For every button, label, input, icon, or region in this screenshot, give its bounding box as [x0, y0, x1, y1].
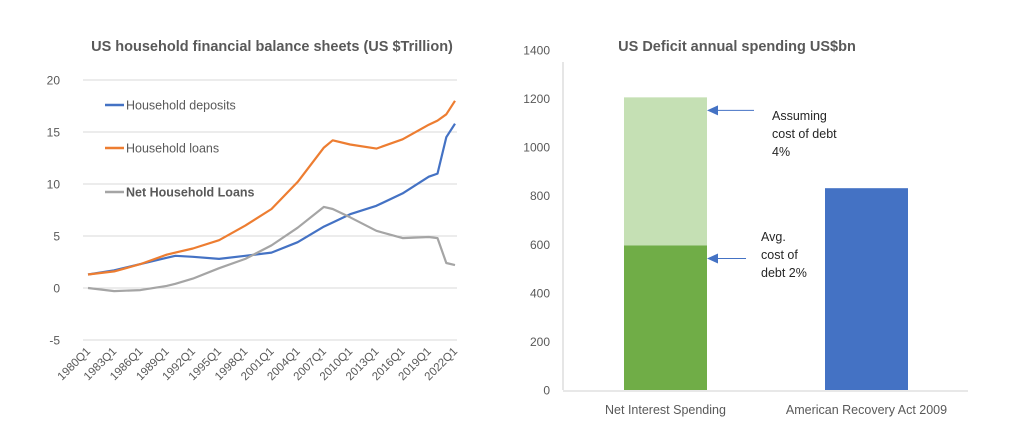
legend-label: Household loans [126, 142, 219, 156]
annotation-text: Assuming [772, 109, 827, 123]
annotation-arrowhead [707, 105, 718, 116]
y-tick-label: 10 [47, 178, 61, 192]
annotation-text: cost of [761, 248, 798, 262]
annotation-text: cost of debt [772, 127, 837, 141]
y-tick-label: 0 [543, 384, 550, 398]
legend-label: Net Household Loans [126, 186, 255, 200]
bar-chart-title: US Deficit annual spending US$bn [618, 39, 856, 55]
y-tick-label: 200 [530, 335, 550, 349]
annotation-text: Avg. [761, 230, 786, 244]
line-chart-title: US household financial balance sheets (U… [91, 39, 453, 55]
series-line-household-loans [87, 100, 456, 276]
bar-category-labels: Net Interest Spending American Recovery A… [605, 403, 947, 417]
y-tick-label: 800 [530, 189, 550, 203]
y-tick-label: 1200 [523, 92, 550, 106]
y-tick-label: 15 [47, 126, 61, 140]
y-tick-label: 5 [53, 230, 60, 244]
annotation-arrowhead [707, 253, 718, 264]
category-label: Net Interest Spending [605, 403, 726, 417]
y-axis-ticks: -5 0 5 10 15 20 [47, 74, 61, 348]
household-balance-sheet-chart: US household financial balance sheets (U… [47, 39, 460, 383]
y-tick-label: 20 [47, 74, 61, 88]
bar-segment [624, 97, 707, 246]
legend-label: Household deposits [126, 99, 236, 113]
legend: Household deposits Household loans Net Hou… [105, 99, 255, 200]
annotation-text: 4% [772, 145, 790, 159]
bar-y-axis-ticks: 0 200 400 600 800 1000 1200 1400 [523, 44, 550, 398]
annotation-text: debt 2% [761, 266, 807, 280]
bar-segment [825, 188, 908, 390]
bars [624, 97, 908, 390]
y-tick-label: 1000 [523, 141, 550, 155]
category-label: American Recovery Act 2009 [786, 403, 947, 417]
series-line-net-household-loans [87, 205, 456, 293]
y-tick-label: 600 [530, 238, 550, 252]
series-line-household-deposits [87, 123, 456, 276]
annotations: Assuming cost of debt 4% Avg. cost of debt 2% [707, 105, 837, 280]
bar-axes [562, 62, 968, 392]
series-lines [87, 100, 456, 293]
bar-segment [624, 245, 707, 390]
y-tick-label: 0 [53, 282, 60, 296]
y-tick-label: -5 [49, 334, 60, 348]
y-tick-label: 400 [530, 286, 550, 300]
y-tick-label: 1400 [523, 44, 550, 58]
